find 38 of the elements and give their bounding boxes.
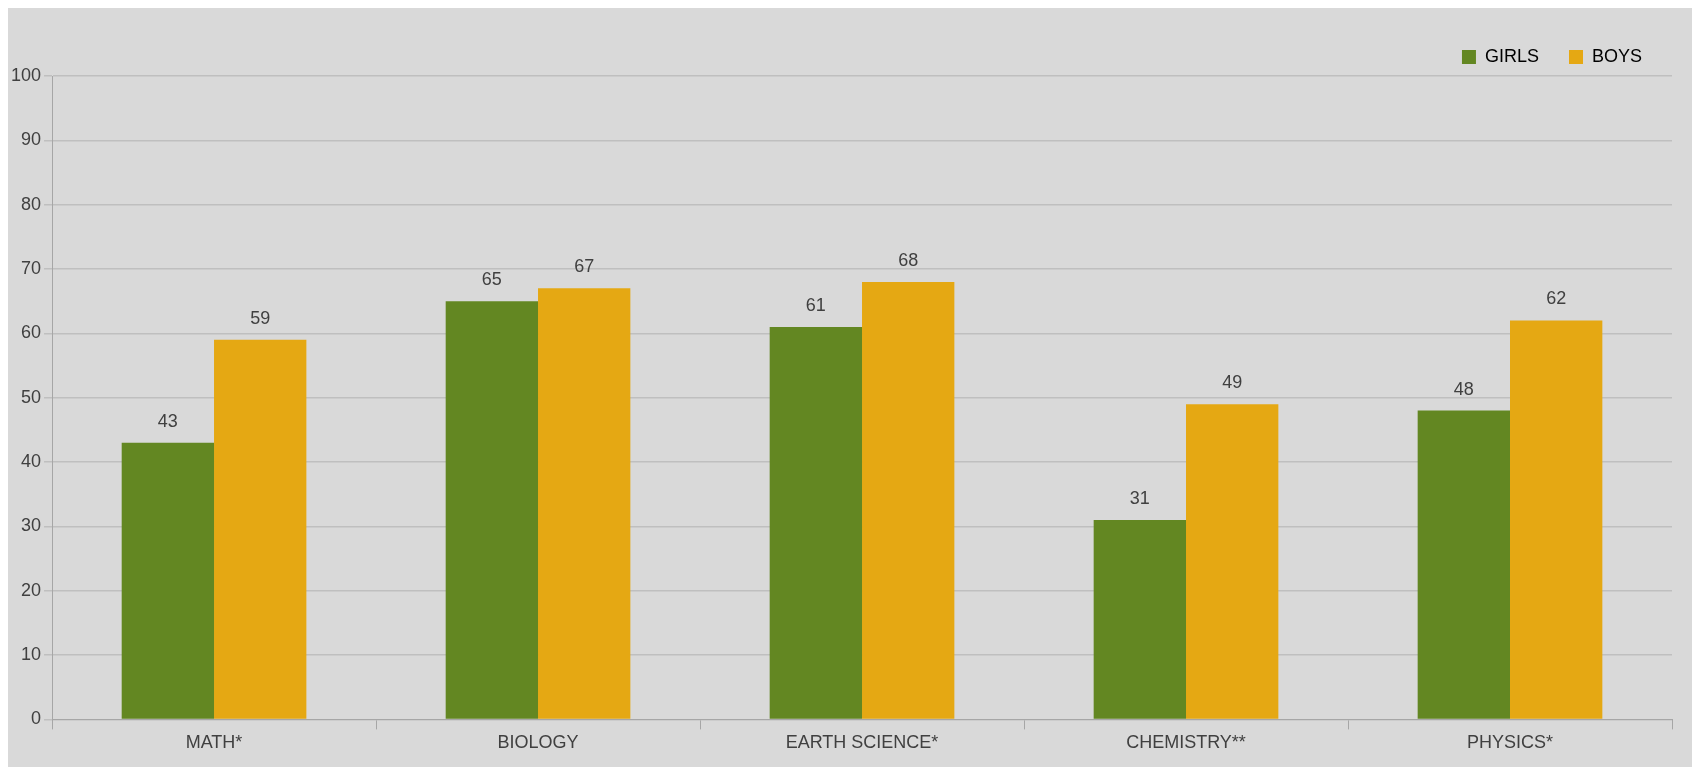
- bar: [1186, 404, 1279, 719]
- data-label: 43: [157, 410, 178, 431]
- bar: [121, 442, 215, 719]
- bar: [1417, 410, 1510, 719]
- data-label: 65: [481, 269, 502, 290]
- data-label: 68: [898, 249, 919, 270]
- bar: [214, 339, 307, 719]
- data-label: 62: [1546, 288, 1567, 309]
- y-tick-label: 10: [21, 644, 42, 665]
- bar: [769, 326, 863, 719]
- bar: [445, 301, 539, 719]
- data-label: 67: [574, 256, 595, 277]
- data-label: 49: [1222, 372, 1243, 393]
- bar: [538, 288, 631, 719]
- bar: [862, 281, 955, 719]
- legend-label: GIRLS: [1484, 45, 1539, 66]
- y-tick-label: 100: [10, 64, 42, 85]
- data-label: 61: [805, 294, 826, 315]
- y-tick-label: 90: [21, 129, 42, 150]
- bar: [1510, 320, 1603, 719]
- data-label: 59: [250, 307, 271, 328]
- x-tick-label: MATH*: [185, 732, 243, 753]
- y-tick-label: 80: [21, 193, 42, 214]
- y-tick-label: 0: [31, 708, 42, 729]
- y-tick-label: 60: [21, 322, 42, 343]
- x-tick-label: PHYSICS*: [1466, 732, 1554, 753]
- data-label: 31: [1129, 487, 1150, 508]
- x-tick-label: BIOLOGY: [497, 732, 579, 753]
- data-label: 48: [1453, 378, 1474, 399]
- x-tick-label: CHEMISTRY**: [1126, 732, 1246, 753]
- legend-label: BOYS: [1591, 45, 1643, 66]
- x-tick-label: EARTH SCIENCE*: [785, 732, 939, 753]
- y-tick-label: 50: [21, 386, 42, 407]
- y-tick-label: 30: [21, 515, 42, 536]
- y-tick-label: 70: [21, 257, 42, 278]
- y-tick-label: 40: [21, 451, 42, 472]
- bar: [1093, 519, 1187, 719]
- y-tick-label: 20: [21, 579, 42, 600]
